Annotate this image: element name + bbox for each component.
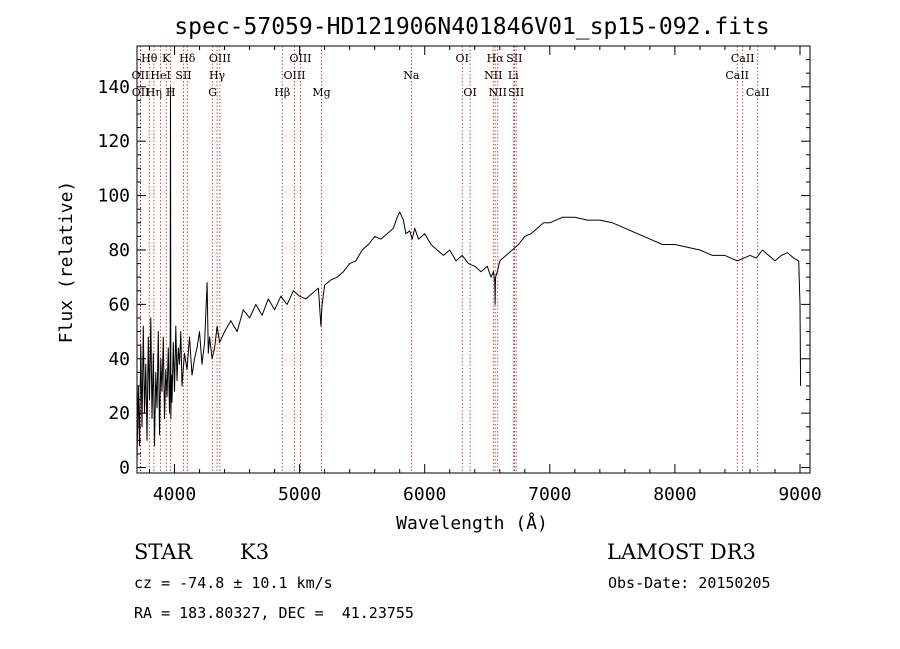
line-marker-label: SII (506, 52, 522, 65)
line-marker-label: OIII (209, 52, 231, 65)
x-tick-label: 4000 (153, 484, 196, 505)
line-marker-label: OIII (289, 52, 311, 65)
line-marker-label: CaII (725, 69, 749, 82)
x-axis: 4000 5000 6000 7000 8000 9000 (149, 46, 822, 505)
x-tick-label: 8000 (653, 484, 696, 505)
line-marker-label: OII (132, 86, 150, 99)
series-line-flux (136, 86, 802, 463)
line-marker-label: SII (508, 86, 524, 99)
line-marker-label: NII (484, 69, 502, 82)
survey-name: LAMOST DR3 (607, 540, 756, 564)
y-tick-label: 120 (97, 131, 130, 152)
line-marker-label: SII (175, 69, 191, 82)
coordinates: RA = 183.80327, DEC = 41.23755 (134, 604, 414, 622)
line-marker-label: OI (463, 86, 476, 99)
line-marker-label: Mg (312, 86, 330, 99)
x-tick-label: 6000 (403, 484, 446, 505)
line-marker-label: NII (489, 86, 507, 99)
y-tick-label: 60 (108, 294, 130, 315)
line-marker-label: Hη (146, 86, 162, 99)
y-tick-label: 20 (108, 403, 130, 424)
y-tick-label: 100 (97, 186, 130, 207)
x-tick-label: 7000 (528, 484, 571, 505)
line-marker-label: Hθ (141, 52, 158, 65)
y-tick-label: 40 (108, 349, 130, 370)
plot-frame (136, 45, 811, 474)
chart-title: spec-57059-HD121906N401846V01_sp15-092.f… (174, 14, 769, 40)
x-axis-label: Wavelength (Å) (396, 512, 548, 534)
series-layer (136, 86, 802, 463)
observation-date: Obs-Date: 20150205 (608, 574, 771, 592)
y-tick-label: 140 (97, 77, 130, 98)
line-marker-label: Na (403, 69, 420, 82)
line-marker-label: Hδ (179, 52, 196, 65)
x-tick-label: 9000 (778, 484, 821, 505)
line-marker-label: G (208, 86, 217, 99)
spectral-subclass: K3 (240, 540, 270, 564)
y-axis: 0 20 40 60 80 100 120 140 (97, 59, 810, 479)
redshift-velocity: cz = -74.8 ± 10.1 km/s (134, 574, 333, 592)
line-marker-label: OIII (283, 69, 305, 82)
line-marker-label: CaII (731, 52, 755, 65)
line-marker-label: CaII (746, 86, 770, 99)
line-marker-label: HeI (150, 69, 170, 82)
line-marker-label: Li (508, 69, 519, 82)
y-tick-label: 0 (119, 458, 130, 479)
y-axis-label: Flux (relative) (56, 181, 77, 344)
object-class: STAR (134, 540, 193, 564)
x-tick-label: 5000 (278, 484, 321, 505)
line-marker-label: Hα (487, 52, 505, 65)
line-marker-label: OI (456, 52, 469, 65)
line-marker-label: Hβ (274, 86, 290, 99)
line-marker-label: K (162, 52, 171, 65)
y-tick-label: 80 (108, 240, 130, 261)
line-marker-label: Hγ (209, 69, 226, 82)
